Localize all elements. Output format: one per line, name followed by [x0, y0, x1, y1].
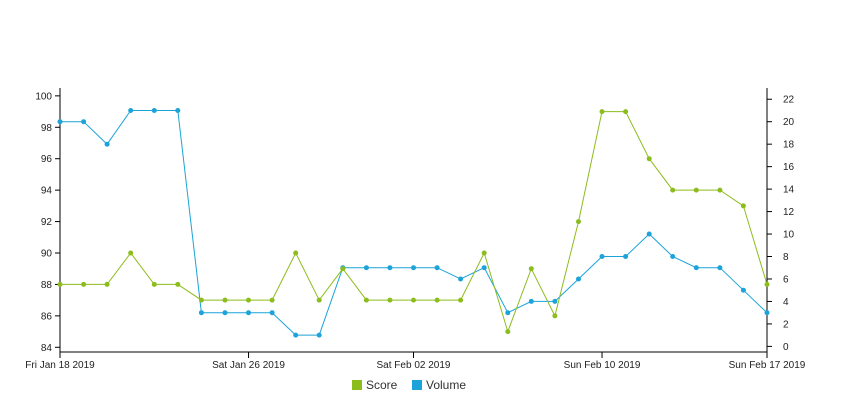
- data-point-volume: [505, 310, 511, 316]
- data-point-score: [151, 281, 157, 287]
- data-point-volume: [740, 287, 746, 293]
- data-point-volume: [764, 310, 770, 316]
- right-axis-tick-label: 2: [783, 319, 789, 330]
- data-point-volume: [363, 265, 369, 271]
- data-point-score: [646, 156, 652, 162]
- plot-area: [57, 108, 770, 338]
- data-point-volume: [623, 254, 629, 259]
- data-point-score: [128, 250, 134, 256]
- data-point-score: [246, 297, 251, 303]
- data-point-volume: [198, 310, 204, 316]
- data-point-volume: [387, 265, 393, 271]
- data-point-volume: [481, 265, 487, 271]
- data-point-volume: [528, 298, 534, 304]
- left-axis-tick-label: 100: [35, 91, 52, 102]
- right-axis-tick-label: 4: [783, 297, 789, 308]
- x-axis-tick-label: Sat Feb 02 2019: [377, 360, 451, 371]
- data-point-volume: [269, 310, 275, 316]
- right-axis-tick-label: 14: [783, 185, 795, 196]
- left-axis-tick-label: 94: [41, 186, 53, 197]
- data-point-score: [363, 297, 369, 303]
- data-point-volume: [175, 108, 181, 113]
- data-point-volume: [717, 265, 723, 271]
- left-axis-tick-label: 92: [41, 217, 53, 228]
- data-point-score: [552, 313, 558, 319]
- data-point-score: [198, 297, 204, 303]
- data-point-volume: [293, 332, 299, 338]
- data-point-volume: [222, 310, 228, 316]
- left-axis-tick-label: 84: [41, 343, 53, 354]
- data-point-score: [104, 281, 110, 287]
- data-point-volume: [693, 265, 699, 271]
- right-axis-tick-label: 20: [783, 117, 795, 128]
- data-point-score: [481, 250, 487, 256]
- data-point-score: [269, 297, 275, 303]
- data-point-score: [693, 187, 699, 193]
- data-point-volume: [458, 276, 464, 282]
- data-point-score: [623, 109, 629, 115]
- data-point-score: [57, 281, 63, 287]
- data-point-score: [340, 266, 346, 272]
- data-point-volume: [646, 231, 652, 237]
- data-point-score: [740, 203, 746, 209]
- data-point-score: [505, 329, 511, 335]
- x-axis-tick-label: Sat Jan 26 2019: [212, 360, 285, 371]
- data-point-score: [764, 281, 770, 287]
- legend-swatch-score: [352, 380, 362, 390]
- data-point-score: [411, 297, 416, 303]
- data-point-volume: [670, 254, 676, 259]
- right-axis-tick-label: 22: [783, 95, 795, 106]
- data-point-volume: [552, 298, 558, 304]
- right-axis-tick-label: 12: [783, 207, 795, 218]
- x-axis-tick-label: Sun Feb 10 2019: [564, 360, 641, 371]
- data-point-volume: [57, 119, 63, 125]
- data-point-volume: [104, 141, 110, 147]
- data-point-volume: [434, 265, 440, 271]
- x-axis-tick-label: Sun Feb 17 2019: [729, 360, 806, 371]
- data-point-score: [670, 187, 676, 193]
- data-point-volume: [411, 265, 416, 271]
- axes: 84 86 88 90 92 94 96 98 100 0 2 4 6 8 10 12 14 16 18 20 22 Fr…: [25, 88, 806, 371]
- legend-label-volume: Volume: [426, 378, 466, 392]
- data-point-score: [528, 266, 534, 272]
- left-axis-tick-label: 86: [41, 311, 53, 322]
- data-point-score: [599, 109, 605, 115]
- left-axis-tick-label: 98: [41, 123, 53, 134]
- data-point-score: [175, 281, 181, 287]
- x-axis-tick-label: Fri Jan 18 2019: [25, 360, 95, 371]
- data-point-score: [576, 219, 581, 225]
- right-axis-tick-label: 6: [783, 274, 789, 285]
- data-point-score: [434, 297, 440, 303]
- data-point-volume: [316, 332, 322, 338]
- right-axis-tick-label: 8: [783, 252, 789, 263]
- data-point-score: [316, 297, 322, 303]
- right-axis-tick-label: 0: [783, 342, 789, 353]
- data-point-score: [293, 250, 299, 256]
- left-axis-tick-label: 90: [41, 249, 53, 260]
- data-point-volume: [128, 108, 134, 113]
- data-point-score: [222, 297, 228, 303]
- right-axis-tick-label: 10: [783, 230, 795, 241]
- left-axis-tick-label: 88: [41, 280, 53, 291]
- left-axis-tick-label: 96: [41, 154, 53, 165]
- data-point-volume: [151, 108, 157, 113]
- data-point-volume: [81, 119, 87, 125]
- data-point-volume: [246, 310, 251, 316]
- data-point-volume: [576, 276, 581, 282]
- data-point-score: [458, 297, 464, 303]
- data-point-score: [81, 281, 87, 287]
- data-point-volume: [599, 254, 605, 259]
- legend: Score Volume: [352, 378, 466, 392]
- right-axis-tick-label: 16: [783, 162, 795, 173]
- data-point-score: [387, 297, 393, 303]
- legend-swatch-volume: [412, 380, 422, 390]
- right-axis-tick-label: 18: [783, 140, 795, 151]
- legend-label-score: Score: [366, 378, 398, 392]
- data-point-score: [717, 187, 723, 193]
